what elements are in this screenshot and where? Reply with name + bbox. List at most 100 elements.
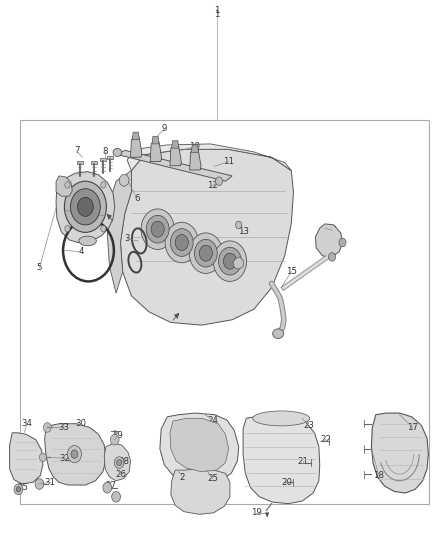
Ellipse shape (79, 236, 96, 246)
Polygon shape (170, 418, 229, 472)
Text: 28: 28 (118, 457, 129, 465)
Text: 18: 18 (373, 471, 385, 480)
Text: 31: 31 (45, 478, 56, 487)
Circle shape (146, 215, 169, 243)
Text: 25: 25 (207, 474, 218, 483)
Polygon shape (132, 132, 139, 140)
Text: 21: 21 (297, 457, 309, 465)
Circle shape (215, 177, 223, 185)
Bar (20, 120, 429, 504)
Text: 4: 4 (78, 247, 84, 256)
Polygon shape (131, 136, 142, 157)
Polygon shape (120, 149, 293, 325)
Ellipse shape (272, 329, 284, 338)
Circle shape (65, 225, 70, 232)
Text: 33: 33 (58, 423, 69, 432)
Text: 1: 1 (214, 6, 219, 15)
Bar (100, 158, 106, 161)
Text: 27: 27 (105, 481, 116, 489)
Polygon shape (107, 171, 131, 293)
Polygon shape (117, 150, 232, 181)
Text: 1: 1 (214, 11, 219, 19)
Polygon shape (56, 172, 115, 243)
Text: 35: 35 (17, 483, 28, 492)
Circle shape (103, 482, 112, 493)
Circle shape (141, 209, 174, 249)
Circle shape (175, 235, 188, 251)
Text: 16: 16 (326, 226, 338, 235)
Text: 2: 2 (179, 473, 184, 481)
Circle shape (165, 222, 198, 263)
Circle shape (213, 241, 247, 281)
Circle shape (71, 450, 78, 458)
Text: 9: 9 (162, 125, 167, 133)
Text: 15: 15 (286, 268, 297, 276)
Circle shape (189, 233, 223, 273)
Text: 10: 10 (189, 142, 201, 151)
Polygon shape (243, 415, 320, 504)
Polygon shape (171, 469, 230, 514)
Text: 32: 32 (59, 454, 71, 463)
Circle shape (64, 181, 106, 232)
Text: 6: 6 (134, 194, 139, 203)
Text: 5: 5 (37, 263, 42, 272)
Circle shape (67, 446, 81, 463)
Text: 30: 30 (75, 419, 87, 428)
Circle shape (101, 225, 106, 232)
Circle shape (199, 245, 212, 261)
Bar (107, 156, 113, 159)
Circle shape (16, 487, 21, 492)
Text: 20: 20 (281, 478, 293, 487)
Ellipse shape (253, 411, 310, 426)
Polygon shape (56, 176, 72, 196)
Polygon shape (172, 141, 179, 148)
Polygon shape (107, 214, 112, 220)
Text: 29: 29 (112, 432, 123, 440)
Text: 2: 2 (63, 206, 68, 215)
Polygon shape (104, 443, 131, 481)
Polygon shape (233, 257, 244, 269)
Circle shape (65, 182, 70, 188)
Circle shape (35, 479, 44, 489)
Polygon shape (119, 175, 129, 187)
Text: 11: 11 (223, 157, 234, 166)
Circle shape (219, 247, 241, 275)
Circle shape (328, 253, 336, 261)
Polygon shape (170, 144, 181, 166)
Polygon shape (160, 413, 239, 482)
Text: 26: 26 (115, 470, 126, 479)
Text: 12: 12 (207, 181, 218, 190)
Circle shape (339, 238, 346, 247)
Text: 24: 24 (207, 416, 218, 424)
Circle shape (112, 491, 120, 502)
Bar (77, 161, 83, 164)
Text: 8: 8 (102, 148, 108, 156)
Polygon shape (127, 144, 291, 171)
Text: 7: 7 (74, 147, 79, 155)
Circle shape (43, 423, 51, 432)
Polygon shape (150, 140, 162, 161)
Circle shape (236, 221, 242, 229)
Text: 3: 3 (124, 235, 130, 243)
Circle shape (151, 221, 164, 237)
Polygon shape (265, 513, 269, 517)
Text: 22: 22 (321, 435, 332, 444)
Circle shape (39, 453, 46, 462)
Polygon shape (191, 145, 198, 152)
Text: 13: 13 (237, 228, 249, 236)
Polygon shape (10, 433, 43, 484)
Circle shape (110, 434, 119, 445)
Circle shape (194, 239, 217, 267)
Circle shape (78, 197, 93, 216)
Circle shape (223, 253, 237, 269)
Text: 14: 14 (232, 257, 243, 265)
Circle shape (117, 459, 122, 466)
Circle shape (101, 182, 106, 188)
Polygon shape (190, 149, 201, 170)
Polygon shape (152, 136, 159, 144)
Polygon shape (371, 413, 428, 493)
Polygon shape (45, 424, 106, 485)
Polygon shape (174, 313, 179, 319)
Ellipse shape (113, 149, 122, 157)
Bar (91, 161, 97, 164)
